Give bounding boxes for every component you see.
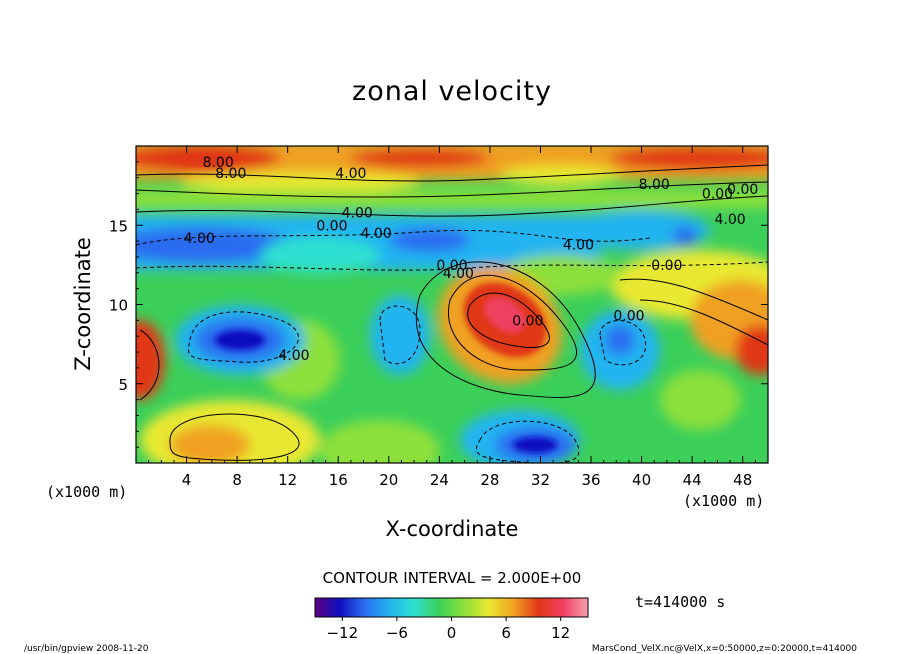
- colorbar-tick-label: −6: [386, 624, 408, 642]
- contour-label: 0.00: [613, 309, 644, 325]
- x-unit-left: (x1000 m): [46, 483, 127, 501]
- contour-label: 0.00: [512, 313, 543, 329]
- x-tick-label: 8: [232, 471, 242, 489]
- contour-label: 8.00: [215, 166, 246, 182]
- x-tick-label: 4: [182, 471, 192, 489]
- x-tick-label: 32: [531, 471, 550, 489]
- x-tick-label: 40: [632, 471, 651, 489]
- contour-label: 0.00: [702, 187, 733, 203]
- x-tick-label: 12: [278, 471, 297, 489]
- x-tick-label: 28: [480, 471, 499, 489]
- footer-right: MarsCond_VelX.nc@VelX,x=0:50000,z=0:2000…: [592, 644, 857, 654]
- y-axis-title: Z-coordinate: [71, 237, 95, 371]
- contour-label: 0.00: [316, 218, 347, 234]
- colorbar-tick-label: 12: [551, 624, 570, 642]
- contour-label: 4.00: [342, 206, 373, 222]
- x-tick-label: 16: [329, 471, 348, 489]
- contour-label: 4.00: [278, 348, 309, 364]
- chart-title: zonal velocity: [352, 76, 552, 107]
- x-tick-label: 36: [581, 471, 600, 489]
- contour-label: 0.00: [651, 258, 682, 274]
- contour-label: 0.00: [436, 258, 467, 274]
- y-tick-label: 10: [109, 297, 128, 315]
- x-tick-label: 48: [733, 471, 752, 489]
- contour-label: 4.00: [361, 226, 392, 242]
- y-axis-ticks: 5 10 15: [109, 161, 768, 448]
- x-tick-label: 20: [379, 471, 398, 489]
- heatmap-field: [136, 146, 768, 463]
- x-axis-title: X-coordinate: [386, 517, 519, 541]
- colorbar-tick-label: 0: [447, 624, 457, 642]
- y-tick-label: 5: [118, 376, 128, 394]
- contour-label: 4.00: [563, 237, 594, 253]
- y-tick-label: 15: [109, 217, 128, 235]
- contour-labels: 8.008.00 4.000.004.004.004.00 4.000.004.00…: [184, 155, 759, 364]
- contour-label: 4.00: [335, 166, 366, 182]
- contour-label: 8.00: [203, 155, 234, 171]
- contour-label: 4.00: [714, 212, 745, 228]
- contour-label: 8.00: [639, 177, 670, 193]
- time-label: t=414000 s: [635, 593, 725, 611]
- x-tick-label: 24: [430, 471, 449, 489]
- x-axis-ticks: 4 8 12 16 20 24 28 32 36 40 44 48: [148, 146, 756, 489]
- contour-label: 4.00: [184, 231, 215, 247]
- contour-label: 4.00: [443, 266, 474, 282]
- contour-interval: CONTOUR INTERVAL = 2.000E+00: [323, 569, 582, 587]
- colorbar-tick-label: 6: [501, 624, 511, 642]
- colorbar-tick-label: −12: [326, 624, 358, 642]
- colorbar-ticks: −12 −6 0 6 12: [326, 617, 570, 642]
- contour-label: 0.00: [727, 182, 758, 198]
- x-unit-right: (x1000 m): [683, 492, 764, 510]
- colorbar: [314, 597, 589, 618]
- footer-left: /usr/bin/gpview 2008-11-20: [24, 644, 149, 654]
- x-tick-label: 44: [683, 471, 702, 489]
